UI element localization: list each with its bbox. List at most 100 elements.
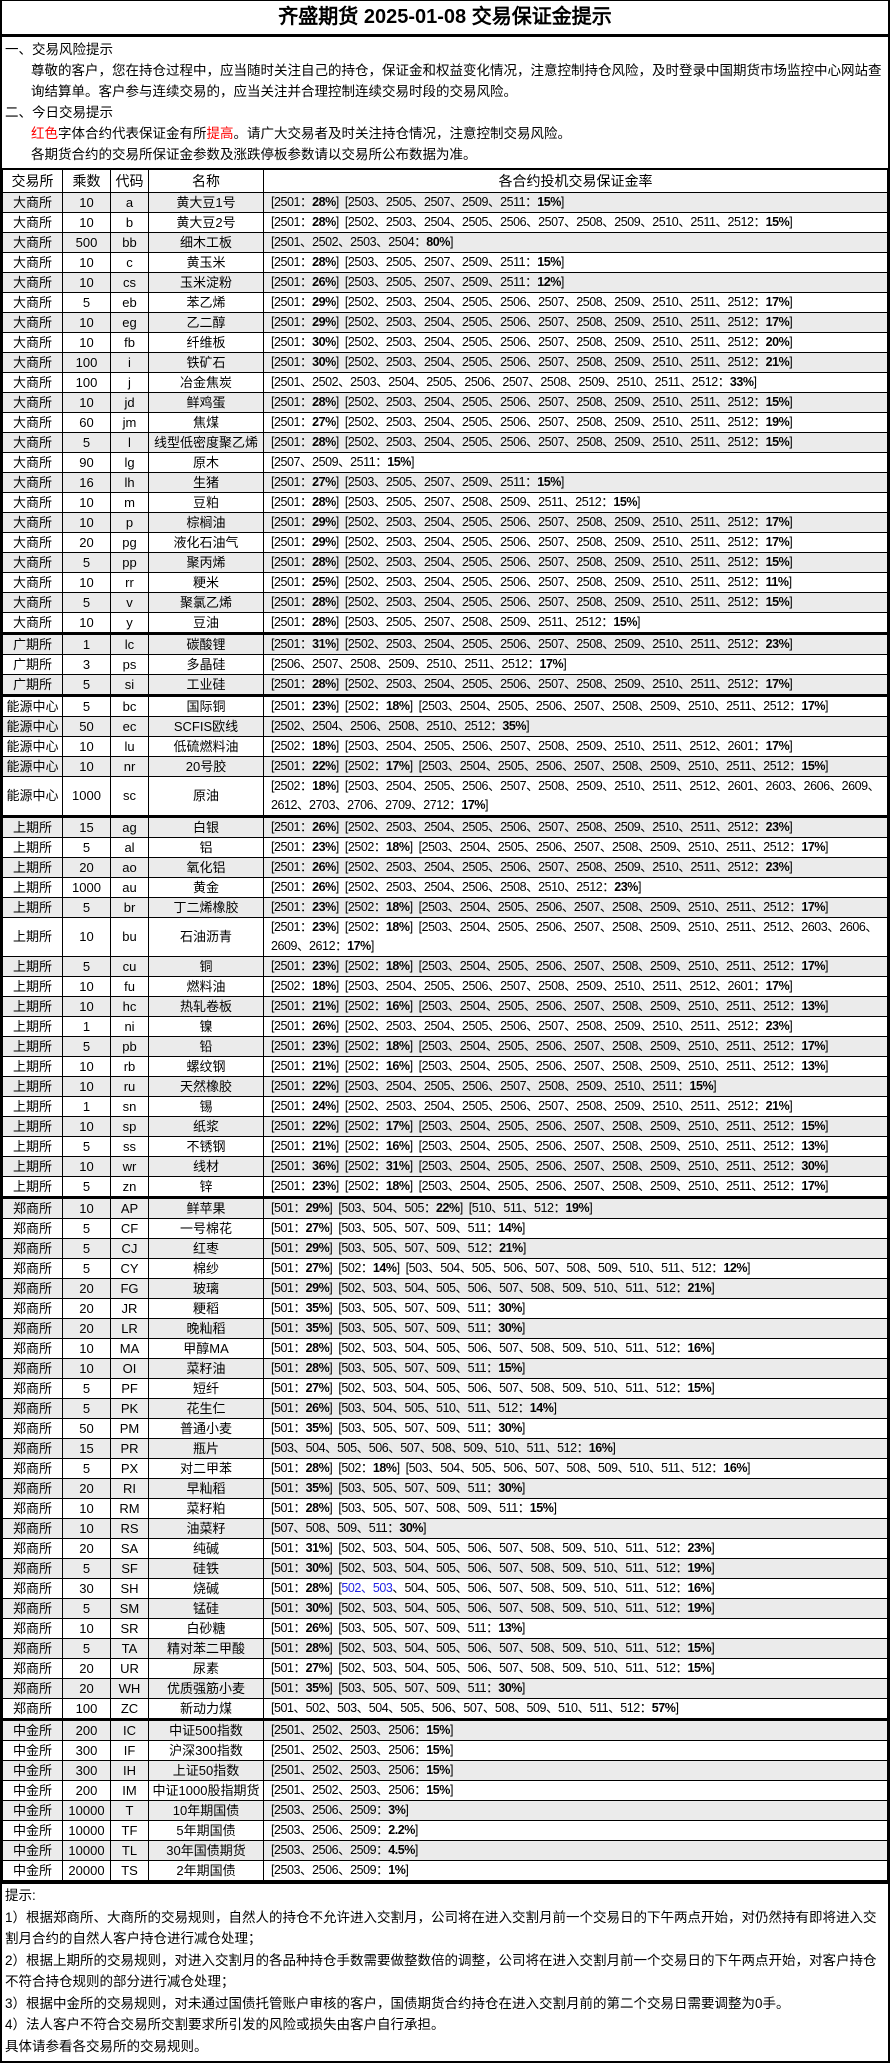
rate-segment: [2507、2509、2511：15%] bbox=[271, 455, 414, 469]
contract-months: 2501 bbox=[274, 820, 301, 834]
margin-rate-cell: [2501：23%] [2502：18%] [2503、2504、2505、2506… bbox=[263, 897, 888, 918]
margin-rate-cell: [501：26%] [503、505、507、509、511：13%] bbox=[263, 1618, 888, 1639]
margin-rate: 18% bbox=[312, 779, 336, 793]
code-cell: nr bbox=[110, 756, 149, 777]
contract-months: 2501 bbox=[274, 1139, 301, 1153]
contract-months: 2502、2503、2504、2505、2506、2507、2508、2509、… bbox=[347, 215, 754, 229]
margin-rate: 13% bbox=[801, 1059, 825, 1073]
multiplier-cell: 20 bbox=[62, 1658, 111, 1679]
table-row: 大商所 20 pg 液化石油气 [2501：29%] [2502、2503、2504、25… bbox=[2, 532, 888, 553]
contract-months: 2501 bbox=[274, 900, 301, 914]
table-row: 上期所 5 br 丁二烯橡胶 [2501：23%] [2502：18%] [2503、250… bbox=[2, 897, 888, 918]
multiplier-cell: 5 bbox=[62, 897, 111, 918]
margin-rate-cell: [2501：22%] [2503、2504、2505、2506、2507、2508… bbox=[263, 1076, 888, 1097]
margin-rate-cell: [507、508、509、511：30%] bbox=[263, 1518, 888, 1539]
name-cell: 棉纱 bbox=[148, 1258, 264, 1279]
exchange-cell: 上期所 bbox=[2, 1016, 63, 1037]
rate-segment: [2502、2503、2504、2505、2506、2507、2508、2509… bbox=[344, 415, 793, 429]
table-row: 大商所 10 p 棕榈油 [2501：29%] [2502、2503、2504、2505、… bbox=[2, 512, 888, 533]
header-exchange: 交易所 bbox=[2, 168, 63, 193]
name-cell: 低硫燃料油 bbox=[148, 736, 264, 757]
note-text-end: 。请广大交易者及时关注持仓情况，注意控制交易风险。 bbox=[233, 126, 572, 141]
margin-rate-cell: [2501：29%] [2502、2503、2504、2505、2506、2507… bbox=[263, 512, 888, 533]
rate-segment: [2503、2504、2505、2506、2507、2508、2509、2510… bbox=[418, 900, 829, 914]
margin-rate: 17% bbox=[461, 798, 485, 812]
code-cell: sp bbox=[110, 1116, 149, 1137]
rate-segment: [2501：29%] bbox=[271, 515, 339, 529]
multiplier-cell: 1000 bbox=[62, 776, 111, 817]
exchange-cell: 郑商所 bbox=[2, 1318, 63, 1339]
margin-rate: 29% bbox=[312, 515, 336, 529]
rate-segment: [2503、2504、2505、2506、2507、2508、2509、2510… bbox=[418, 959, 829, 973]
rate-segment: [2502、2504、2506、2508、2510、2512：35%] bbox=[271, 719, 530, 733]
exchange-cell: 广期所 bbox=[2, 674, 63, 696]
rate-segment: [503、504、505、510、511、512：14%] bbox=[338, 1401, 557, 1415]
name-cell: 线型低密度聚乙烯 bbox=[148, 432, 264, 453]
margin-rate: 16% bbox=[723, 1461, 747, 1475]
rate-segment: [2502：17%] bbox=[344, 1119, 413, 1133]
multiplier-cell: 10 bbox=[62, 1156, 111, 1177]
margin-rate: 28% bbox=[305, 1641, 330, 1655]
exchange-cell: 上期所 bbox=[2, 1136, 63, 1157]
intro-section: 一、交易风险提示 尊敬的客户，您在持仓过程中，应当随时关注自己的持仓，保证金和权… bbox=[2, 37, 888, 168]
name-cell: 焦煤 bbox=[148, 412, 264, 433]
multiplier-cell: 5 bbox=[62, 1136, 111, 1157]
rate-segment: [2501：31%] bbox=[271, 637, 339, 651]
contract-months: 2501、2502、2503、2504 bbox=[274, 235, 415, 249]
margin-rate: 21% bbox=[765, 1099, 790, 1113]
rate-segment: [2501：29%] bbox=[271, 295, 339, 309]
multiplier-cell: 10 bbox=[62, 1358, 111, 1379]
table-row: 郑商所 5 SF 硅铁 [501：30%] [502、503、504、505、506、50… bbox=[2, 1558, 888, 1579]
rate-segment: [2501：27%] bbox=[271, 475, 339, 489]
margin-rate: 15% bbox=[537, 255, 561, 269]
margin-rate: 28% bbox=[312, 495, 336, 509]
rate-segment: [2501、2502、2503、2504、2505、2506、2507、2508… bbox=[271, 375, 757, 389]
rate-segment: [2502：18%] bbox=[344, 900, 413, 914]
exchange-cell: 郑商所 bbox=[2, 1196, 63, 1219]
rate-segment: [2502、2503、2504、2505、2506、2507、2508、2509… bbox=[344, 1019, 793, 1033]
table-row: 大商所 100 j 冶金焦炭 [2501、2502、2503、2504、2505、250… bbox=[2, 372, 888, 393]
table-row: 大商所 10 c 黄玉米 [2501：28%] [2503、2505、2507、2509、… bbox=[2, 252, 888, 273]
margin-rate: 13% bbox=[801, 1139, 825, 1153]
name-cell: 不锈钢 bbox=[148, 1136, 264, 1157]
margin-rate: 15% bbox=[801, 1119, 825, 1133]
exchange-cell: 大商所 bbox=[2, 592, 63, 613]
contract-months: 2501 bbox=[274, 1059, 301, 1073]
rate-segment: [503、504、505、506、507、508、509、510、511、512… bbox=[271, 1441, 616, 1455]
code-cell: fb bbox=[110, 332, 149, 353]
exchange-cell: 中金所 bbox=[2, 1740, 63, 1761]
multiplier-cell: 10 bbox=[62, 572, 111, 593]
contract-months: 2502 bbox=[347, 999, 374, 1013]
multiplier-cell: 10 bbox=[62, 917, 111, 957]
name-cell: 乙二醇 bbox=[148, 312, 264, 333]
exchange-cell: 中金所 bbox=[2, 1840, 63, 1861]
name-cell: 玻璃 bbox=[148, 1278, 264, 1299]
contract-months: 2503、2505、2507、2509、2511 bbox=[347, 275, 526, 289]
table-row: 中金所 10000 TL 30年国债期货 [2503、2506、2509：4.5%] bbox=[2, 1840, 888, 1861]
margin-rate-cell: [2502：18%] [2503、2504、2505、2506、2507、2508… bbox=[263, 776, 888, 817]
name-cell: 中证500指数 bbox=[148, 1718, 264, 1741]
margin-rate-cell: [2501：29%] [2502、2503、2504、2505、2506、2507… bbox=[263, 292, 888, 313]
rate-segment: [503、505、507、509、511：30%] bbox=[338, 1321, 525, 1335]
margin-rate: 57% bbox=[651, 1701, 676, 1715]
rate-segment: [2502：18%] bbox=[344, 1179, 413, 1193]
margin-rate: 30% bbox=[312, 355, 336, 369]
margin-rate-cell: [2501：23%] [2502：18%] [2503、2504、2505、2506… bbox=[263, 694, 888, 717]
margin-rate: 17% bbox=[801, 1039, 825, 1053]
contract-months: 2501 bbox=[274, 535, 301, 549]
margin-rate: 23% bbox=[687, 1541, 712, 1555]
margin-rate: 14% bbox=[372, 1261, 397, 1275]
contract-months: 501 bbox=[274, 1461, 294, 1475]
code-cell: SR bbox=[110, 1618, 149, 1639]
margin-rate: 19% bbox=[765, 415, 790, 429]
multiplier-cell: 10 bbox=[62, 492, 111, 513]
rate-segment: [502、503、504、505、506、507、508、509、510、511… bbox=[338, 1561, 715, 1575]
margin-rate: 23% bbox=[765, 637, 790, 651]
margin-rate-cell: [2501：23%] [2502：18%] [2503、2504、2505、2506… bbox=[263, 956, 888, 977]
contract-months: 2501 bbox=[274, 1159, 301, 1173]
margin-rate-cell: [501：28%] [502、503、504、505、506、507、508、50… bbox=[263, 1338, 888, 1359]
rate-segment: [2503、2504、2505、2506、2507、2508、2509、2510… bbox=[344, 979, 793, 993]
margin-rate: 16% bbox=[385, 999, 410, 1013]
contract-months: 2501 bbox=[274, 215, 301, 229]
code-cell: rr bbox=[110, 572, 149, 593]
